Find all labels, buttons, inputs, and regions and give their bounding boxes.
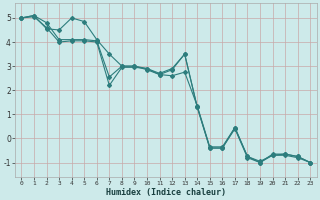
X-axis label: Humidex (Indice chaleur): Humidex (Indice chaleur) <box>106 188 226 197</box>
